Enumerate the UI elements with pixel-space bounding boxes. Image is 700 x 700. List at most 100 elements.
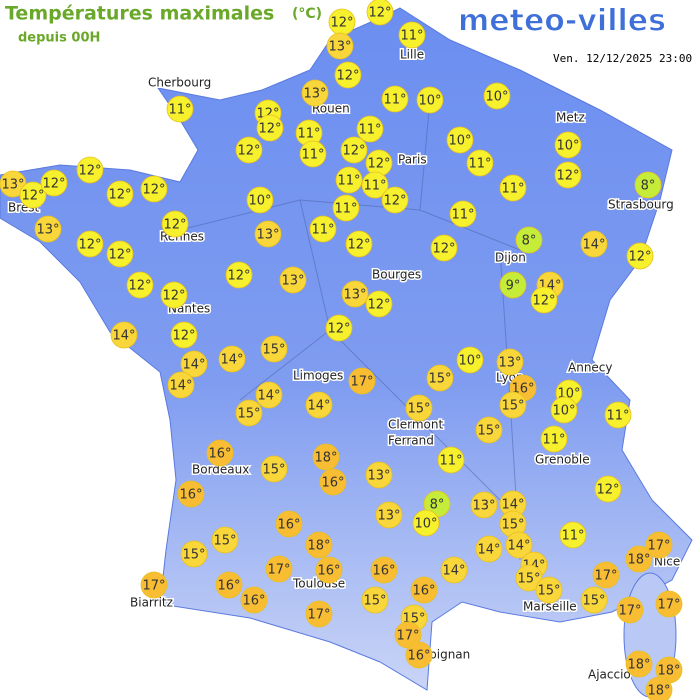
temperature-marker	[325, 314, 353, 342]
temperature-marker	[540, 425, 568, 453]
temperature-marker	[166, 95, 194, 123]
temperature-marker	[140, 175, 168, 203]
temperature-label: 12°	[78, 164, 101, 179]
temperature-label: 12°	[258, 122, 281, 137]
temperature-label: 12°	[42, 177, 65, 192]
temperature-marker	[40, 169, 68, 197]
city-label: Limoges	[293, 369, 343, 383]
temperature-label: 12°	[432, 242, 455, 257]
temperature-marker	[332, 194, 360, 222]
temperature-marker	[260, 455, 288, 483]
city-label: Cherbourg	[148, 76, 211, 90]
temperature-label: 12°	[342, 144, 365, 159]
temperature-label: 12°	[532, 294, 555, 309]
temperature-marker	[235, 136, 263, 164]
temperature-marker	[225, 261, 253, 289]
temperature-label: 12°	[628, 250, 651, 265]
temperature-label: 14°	[169, 379, 192, 394]
temperature-marker	[335, 166, 363, 194]
temperature-marker	[76, 156, 104, 184]
temperature-label: 11°	[561, 529, 584, 544]
temperature-label: 12°	[556, 169, 579, 184]
city-label: Annecy	[568, 361, 613, 375]
temperature-label: 15°	[363, 594, 386, 609]
temperature-marker	[110, 321, 138, 349]
city-label: Marseille	[523, 600, 577, 614]
temperature-label: 10°	[448, 134, 471, 149]
temperature-label: 12°	[163, 218, 186, 233]
date: Ven. 12/12/2025 23:00	[553, 52, 692, 65]
temperature-marker	[405, 394, 433, 422]
temperature-marker	[319, 468, 347, 496]
temperature-marker	[309, 215, 337, 243]
temperature-label: 14°	[220, 353, 243, 368]
temperature-marker	[167, 371, 195, 399]
temperature-label: 12°	[383, 194, 406, 209]
temperature-label: 10°	[414, 517, 437, 532]
temperature-label: 11°	[468, 157, 491, 172]
temperature-marker	[126, 271, 154, 299]
temperature-label: 17°	[618, 604, 641, 619]
title-unit: (°C)	[292, 6, 322, 22]
temperature-marker	[305, 391, 333, 419]
temperature-marker	[180, 350, 208, 378]
temperature-marker	[106, 180, 134, 208]
temperature-label: 13°	[328, 40, 351, 55]
city-label: Ajaccio	[588, 668, 631, 682]
temperature-label: 12°	[330, 16, 353, 31]
temperature-marker	[370, 556, 398, 584]
temperature-label: 17°	[350, 375, 373, 390]
temperature-label: 11°	[334, 202, 357, 217]
temperature-label: 12°	[172, 329, 195, 344]
temperature-label: 17°	[307, 608, 330, 623]
temperature-marker	[616, 596, 644, 624]
temperature-marker	[470, 491, 498, 519]
temperature-marker	[410, 576, 438, 604]
temperature-label: 16°	[317, 564, 340, 579]
temperature-label: 15°	[428, 372, 451, 387]
temperature-label: 17°	[142, 579, 165, 594]
temperature-label: 17°	[396, 629, 419, 644]
temperature-marker	[340, 136, 368, 164]
temperature-marker	[215, 571, 243, 599]
city-label: Grenoble	[535, 453, 590, 467]
temperature-label: 16°	[277, 518, 300, 533]
temperature-marker	[246, 186, 274, 214]
temperature-label: 10°	[485, 90, 508, 105]
temperature-marker	[645, 676, 673, 700]
temperature-label: 15°	[477, 424, 500, 439]
temperature-marker	[594, 475, 622, 503]
temperature-label: 15°	[582, 594, 605, 609]
temperature-label: 15°	[407, 402, 430, 417]
temperature-label: 10°	[552, 404, 575, 419]
temperature-marker	[365, 290, 393, 318]
temperature-marker	[265, 555, 293, 583]
temperature-label: 12°	[367, 157, 390, 172]
temperature-marker	[446, 126, 474, 154]
temperature-label: 11°	[297, 127, 320, 142]
temperature-marker	[592, 561, 620, 589]
temperature-marker	[305, 531, 333, 559]
temperature-marker	[305, 600, 333, 628]
temperature-label: 12°	[596, 483, 619, 498]
temperature-marker	[260, 335, 288, 363]
temperature-label: 8°	[641, 179, 656, 194]
temperature-label: 15°	[501, 518, 524, 533]
temperature-label: 11°	[311, 223, 334, 238]
temperature-label: 10°	[458, 354, 481, 369]
temperature-label: 14°	[477, 543, 500, 558]
temperature-marker	[483, 82, 511, 110]
temperature-marker	[255, 381, 283, 409]
temperature-label: 11°	[451, 208, 474, 223]
temperature-label: 13°	[256, 228, 279, 243]
temperature-label: 13°	[1, 178, 24, 193]
temperature-marker	[466, 149, 494, 177]
temperature-marker	[416, 86, 444, 114]
temperature-marker	[361, 171, 389, 199]
temperature-label: 18°	[307, 539, 330, 554]
temperature-marker	[301, 79, 329, 107]
logo: meteo-villes	[458, 4, 666, 39]
subtitle: depuis 00H	[18, 31, 100, 46]
